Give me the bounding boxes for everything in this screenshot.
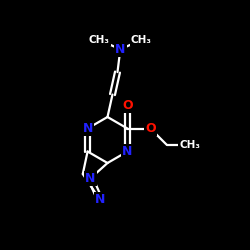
Text: CH₃: CH₃ bbox=[89, 35, 110, 45]
Text: N: N bbox=[82, 122, 93, 135]
Text: N: N bbox=[85, 172, 96, 185]
Text: O: O bbox=[145, 122, 156, 135]
Text: N: N bbox=[94, 193, 105, 206]
Text: CH₃: CH₃ bbox=[179, 140, 200, 149]
Text: N: N bbox=[115, 43, 126, 56]
Text: CH₃: CH₃ bbox=[131, 35, 152, 45]
Text: N: N bbox=[122, 145, 132, 158]
Text: O: O bbox=[122, 99, 133, 112]
